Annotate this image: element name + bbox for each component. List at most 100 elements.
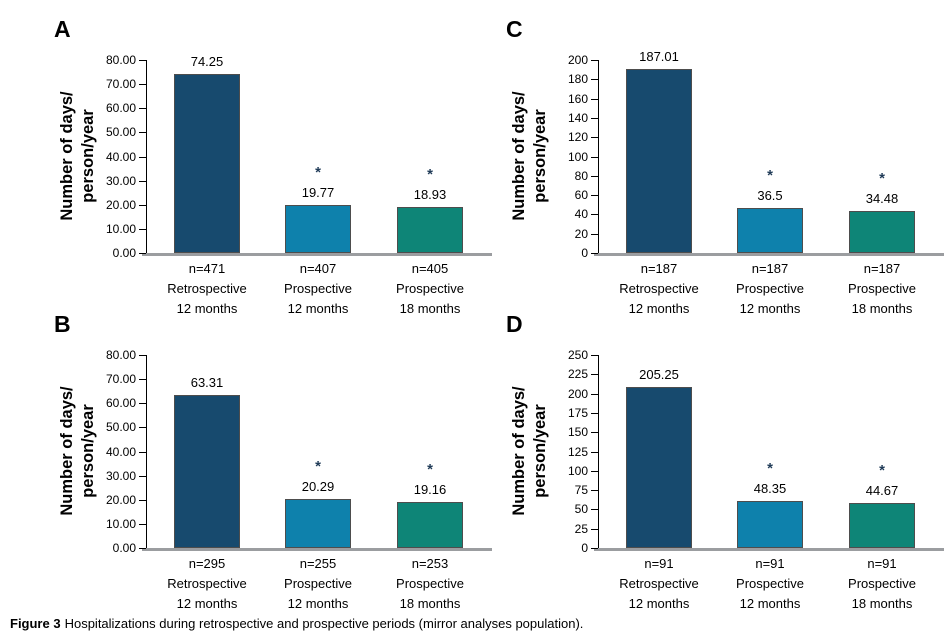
duration-label: 18 months [399, 596, 461, 611]
bar-value-label: 74.25 [190, 54, 224, 69]
y-tick-mark [139, 108, 146, 109]
y-tick-mark [591, 394, 598, 395]
y-tick-label: 75 [574, 483, 588, 497]
y-tick-mark [591, 253, 598, 254]
x-category-label: n=187 Retrospective 12 months [587, 259, 731, 319]
figure-caption-text: Hospitalizations during retrospective an… [64, 616, 584, 631]
bar-prospective-12-months [737, 208, 803, 253]
y-tick-mark [139, 132, 146, 133]
y-tick-mark [139, 548, 146, 549]
figure-caption: Figure 3 Hospitalizations during retrospe… [10, 616, 940, 631]
x-category-label: n=407 Prospective 12 months [246, 259, 390, 319]
y-tick-mark [591, 157, 598, 158]
y-tick-label: 125 [567, 445, 588, 459]
y-tick-mark [591, 99, 598, 100]
period-label: Retrospective [619, 576, 699, 591]
y-tick-label: 40.00 [105, 445, 136, 459]
y-tick-label: 200 [567, 53, 588, 67]
significance-asterisk: * [427, 166, 433, 183]
y-tick-label: 0 [581, 246, 588, 260]
y-axis-line [146, 355, 147, 548]
bar-value-label: 44.67 [865, 483, 899, 498]
y-tick-mark [139, 84, 146, 85]
y-axis-line [146, 60, 147, 253]
y-tick-mark [139, 253, 146, 254]
y-tick-label: 70.00 [105, 77, 136, 91]
bar-value-label: 48.35 [753, 481, 787, 496]
panel-a: A Number of days/ person/year 80.00 70.00… [40, 8, 499, 316]
duration-label: 18 months [851, 301, 913, 316]
sample-size-label: n=91 [755, 556, 785, 571]
bar-value-label: 20.29 [301, 479, 335, 494]
sample-size-label: n=405 [411, 261, 449, 276]
duration-label: 12 months [628, 596, 690, 611]
y-tick-mark [591, 79, 598, 80]
y-tick-mark [591, 118, 598, 119]
duration-label: 12 months [739, 596, 801, 611]
x-category-label: n=255 Prospective 12 months [246, 554, 390, 614]
x-category-label: n=91 Retrospective 12 months [587, 554, 731, 614]
y-tick-label: 100 [567, 150, 588, 164]
period-label: Retrospective [619, 281, 699, 296]
period-label: Prospective [848, 576, 916, 591]
y-tick-mark [139, 181, 146, 182]
bar-prospective-12-months [737, 501, 803, 548]
bar-retrospective-12-months [626, 69, 692, 253]
y-tick-mark [591, 214, 598, 215]
x-category-label: n=405 Prospective 18 months [358, 259, 502, 319]
sample-size-label: n=187 [640, 261, 678, 276]
y-tick-mark [591, 355, 598, 356]
plot-area-d: 250 225 200 175 150 125 100 75 50 25 0 205.25 n=91 Re… [492, 303, 951, 611]
bar-prospective-18-months [397, 502, 463, 548]
y-tick-mark [591, 529, 598, 530]
bar-retrospective-12-months [174, 74, 240, 253]
y-tick-mark [591, 432, 598, 433]
y-tick-label: 175 [567, 406, 588, 420]
y-tick-label: 25 [574, 522, 588, 536]
y-tick-mark [591, 452, 598, 453]
y-tick-mark [139, 403, 146, 404]
sample-size-label: n=407 [299, 261, 337, 276]
y-tick-mark [139, 427, 146, 428]
y-tick-mark [139, 452, 146, 453]
bar-value-label: 19.16 [413, 482, 447, 497]
duration-label: 12 months [739, 301, 801, 316]
y-axis-line [598, 60, 599, 253]
panel-a-letter: A [54, 16, 71, 42]
x-category-label: n=187 Prospective 18 months [810, 259, 951, 319]
period-label: Prospective [848, 281, 916, 296]
period-label: Prospective [396, 576, 464, 591]
period-label: Prospective [736, 576, 804, 591]
y-tick-mark [139, 476, 146, 477]
significance-asterisk: * [315, 164, 321, 181]
y-tick-label: 0.00 [112, 541, 136, 555]
y-tick-mark [591, 471, 598, 472]
bar-prospective-18-months [849, 503, 915, 548]
y-tick-label: 80 [574, 169, 588, 183]
period-label: Retrospective [167, 576, 247, 591]
y-tick-label: 70.00 [105, 372, 136, 386]
y-tick-label: 20.00 [105, 493, 136, 507]
y-tick-label: 20 [574, 227, 588, 241]
y-tick-label: 60.00 [105, 396, 136, 410]
y-tick-label: 200 [567, 387, 588, 401]
x-category-label: n=295 Retrospective 12 months [135, 554, 279, 614]
y-tick-label: 0.00 [112, 246, 136, 260]
y-tick-label: 40.00 [105, 150, 136, 164]
plot-area-b: 80.00 70.00 60.00 50.00 40.00 30.00 20.00 10.00… [40, 303, 499, 611]
y-tick-label: 30.00 [105, 469, 136, 483]
duration-label: 18 months [399, 301, 461, 316]
x-axis-line [594, 548, 944, 551]
duration-label: 12 months [176, 301, 238, 316]
y-tick-mark [139, 379, 146, 380]
y-axis-line [598, 355, 599, 548]
period-label: Prospective [396, 281, 464, 296]
y-tick-mark [591, 60, 598, 61]
bar-prospective-18-months [397, 207, 463, 253]
y-tick-label: 120 [567, 130, 588, 144]
bar-value-label: 18.93 [413, 187, 447, 202]
bar-prospective-12-months [285, 205, 351, 253]
plot-area-a: 80.00 70.00 60.00 50.00 40.00 30.00 20.00 10.00… [40, 8, 499, 316]
significance-asterisk: * [767, 167, 773, 184]
